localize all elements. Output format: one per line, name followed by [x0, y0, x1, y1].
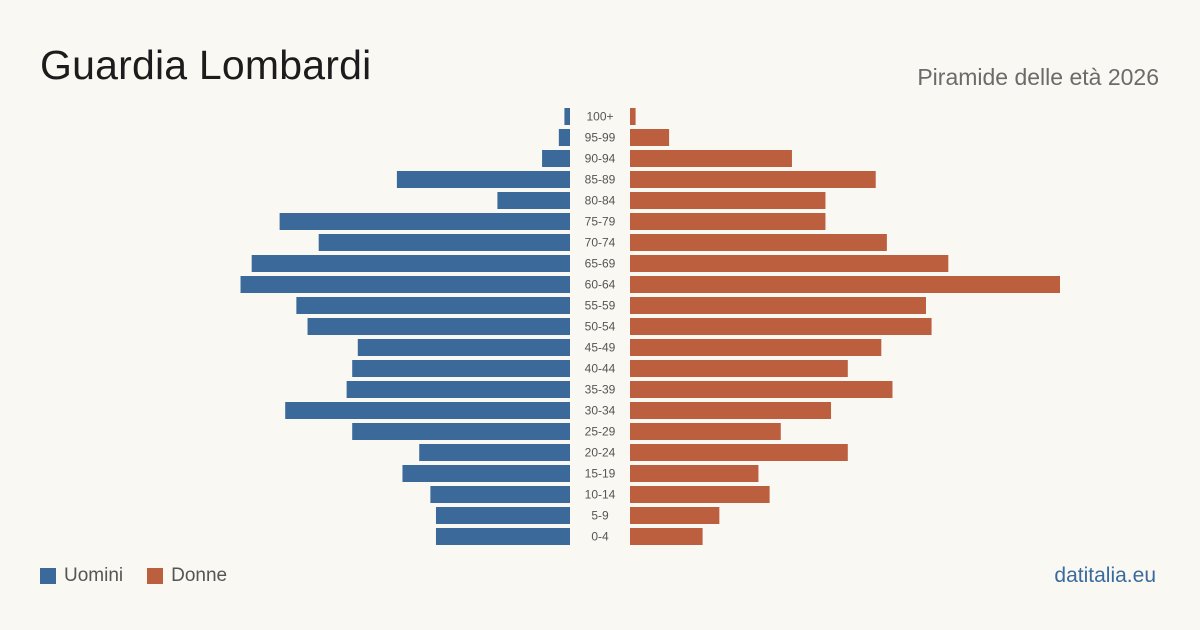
- bar-women-40-44: [630, 360, 848, 377]
- bar-men-40-44: [352, 360, 570, 377]
- bar-men-90-94: [542, 150, 570, 167]
- age-label-55-59: 55-59: [585, 299, 616, 313]
- legend-item-women: Donne: [147, 565, 227, 587]
- bar-women-30-34: [630, 402, 832, 419]
- bar-men-25-29: [352, 423, 570, 440]
- bar-men-70-74: [318, 234, 570, 251]
- bar-women-45-49: [630, 339, 882, 356]
- bar-women-70-74: [630, 234, 887, 251]
- age-label-60-64: 60-64: [585, 278, 616, 292]
- bar-men-10-14: [430, 486, 570, 503]
- age-label-100+: 100+: [586, 110, 613, 124]
- bar-women-50-54: [630, 318, 932, 335]
- bar-women-85-89: [630, 171, 876, 188]
- age-label-40-44: 40-44: [585, 362, 616, 376]
- chart-subtitle: Piramide delle età 2026: [917, 64, 1159, 90]
- bar-women-15-19: [630, 465, 759, 482]
- age-label-70-74: 70-74: [585, 236, 616, 250]
- age-label-45-49: 45-49: [585, 341, 616, 355]
- age-label-15-19: 15-19: [585, 467, 616, 481]
- age-label-20-24: 20-24: [585, 446, 616, 460]
- bar-women-0-4: [630, 528, 703, 545]
- bar-women-10-14: [630, 486, 770, 503]
- age-label-0-4: 0-4: [591, 530, 609, 544]
- bar-men-80-84: [497, 192, 570, 209]
- brand-link[interactable]: datitalia.eu: [1054, 564, 1156, 587]
- bar-men-100+: [564, 108, 570, 125]
- age-label-35-39: 35-39: [585, 383, 616, 397]
- age-label-85-89: 85-89: [585, 173, 616, 187]
- chart-title: Guardia Lombardi: [40, 42, 372, 88]
- bar-women-35-39: [630, 381, 893, 398]
- bar-men-20-24: [419, 444, 570, 461]
- bar-men-5-9: [435, 507, 570, 524]
- age-label-10-14: 10-14: [585, 488, 616, 502]
- bar-women-20-24: [630, 444, 848, 461]
- age-label-5-9: 5-9: [591, 509, 609, 523]
- legend-label-women: Donne: [171, 565, 228, 586]
- bar-women-60-64: [630, 276, 1060, 293]
- legend-item-men: Uomini: [40, 565, 123, 587]
- bar-men-75-79: [279, 213, 570, 230]
- bar-men-0-4: [435, 528, 570, 545]
- bar-men-30-34: [285, 402, 570, 419]
- bar-women-95-99: [630, 129, 670, 146]
- bar-men-65-69: [251, 255, 571, 272]
- legend: Uomini Donne: [40, 565, 251, 587]
- bar-men-45-49: [357, 339, 570, 356]
- bar-women-90-94: [630, 150, 792, 167]
- bar-women-75-79: [630, 213, 826, 230]
- legend-swatch-women: [147, 568, 164, 584]
- age-label-65-69: 65-69: [585, 257, 616, 271]
- bar-men-85-89: [396, 171, 570, 188]
- bar-women-5-9: [630, 507, 720, 524]
- bar-women-100+: [630, 108, 636, 125]
- legend-label-men: Uomini: [64, 565, 124, 586]
- bar-men-15-19: [402, 465, 570, 482]
- bar-men-60-64: [240, 276, 571, 293]
- age-label-25-29: 25-29: [585, 425, 616, 439]
- legend-swatch-men: [40, 568, 56, 584]
- age-label-80-84: 80-84: [585, 194, 616, 208]
- bar-men-95-99: [558, 129, 570, 146]
- bar-women-80-84: [630, 192, 826, 209]
- bar-women-25-29: [630, 423, 781, 440]
- bar-women-65-69: [630, 255, 949, 272]
- bar-men-35-39: [346, 381, 570, 398]
- age-label-75-79: 75-79: [585, 215, 616, 229]
- age-label-90-94: 90-94: [585, 152, 616, 166]
- age-label-50-54: 50-54: [585, 320, 616, 334]
- age-label-30-34: 30-34: [585, 404, 616, 418]
- bar-men-50-54: [307, 318, 570, 335]
- bar-men-55-59: [296, 297, 570, 314]
- bar-women-55-59: [630, 297, 926, 314]
- age-label-95-99: 95-99: [585, 131, 616, 145]
